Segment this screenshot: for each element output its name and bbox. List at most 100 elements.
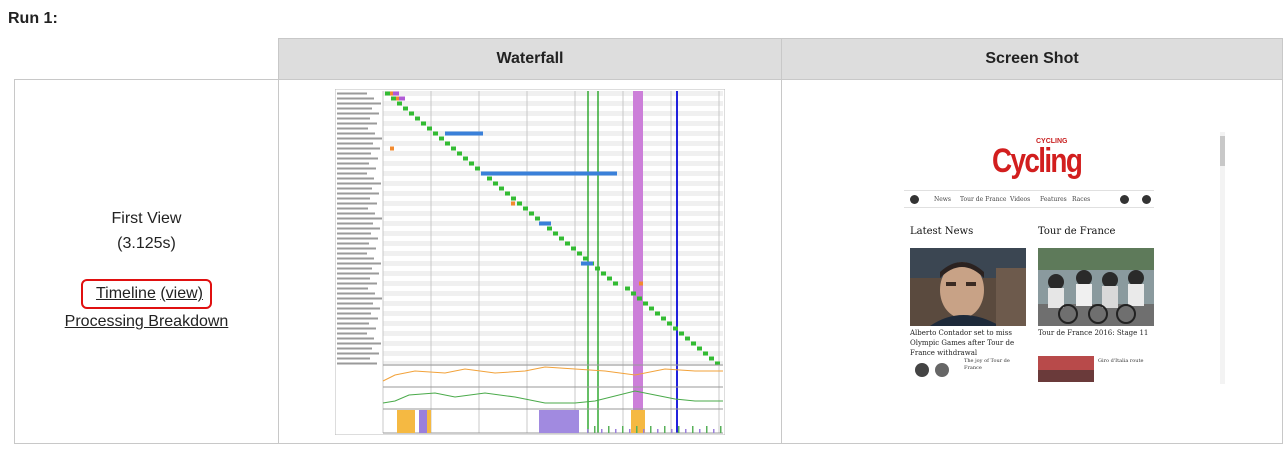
waterfall-row [383,190,723,196]
request-ttfb [523,206,528,210]
request-label [337,117,370,119]
request-label [337,327,376,329]
request-label [337,212,375,214]
request-download [581,261,593,265]
request-ttfb [703,351,708,355]
latest-news-caption: Alberto Contador set to miss Olympic Gam… [910,329,1015,357]
request-ttfb [385,91,390,95]
nav-item: Tour de France [960,196,1007,203]
screenshot-scrollbar[interactable] [1220,132,1225,384]
scrollbar-thumb[interactable] [1220,136,1225,166]
cpu-utilization-line [382,365,723,381]
bandwidth-line [382,389,723,403]
waterfall-row [383,295,723,301]
waterfall-row [383,195,723,201]
request-label [337,182,381,184]
request-ttfb [643,301,648,305]
waterfall-row [383,325,723,331]
nav-item: News [934,196,952,203]
timeline-highlight: Timeline (view) [80,279,212,309]
request-label [337,262,381,264]
logo-text: Cycling [992,142,1083,180]
waterfall-row [383,145,723,151]
timeline-link[interactable]: Timeline [95,285,156,302]
request-ttfb [493,181,498,185]
request-ttfb [667,321,672,325]
run-title: Run 1: [8,10,58,27]
request-ssl [399,96,405,100]
main-thread-tick [664,425,666,433]
request-label [337,307,380,309]
main-thread-block [397,409,415,433]
blank-header-cell [14,38,279,80]
request-label [337,277,370,279]
waterfall-row [383,255,723,261]
nav-item: Features [1040,196,1067,203]
request-label [337,287,368,289]
waterfall-cell [278,79,782,444]
request-ttfb [469,161,474,165]
timeline-view-link[interactable]: (view) [160,285,203,302]
request-ttfb [439,136,444,140]
mini-item-2: Giro d'Italia route [1098,358,1144,364]
waterfall-row [383,335,723,341]
nav-item: Races [1072,196,1091,203]
request-ttfb [679,331,684,335]
waterfall-row [383,115,723,121]
waterfall-row [383,215,723,221]
user-icon [1142,195,1151,204]
screenshot-cell: CYCLING Cycling News Tour de France Vide… [781,79,1283,444]
main-thread-tick [720,425,722,433]
request-download [445,131,483,135]
request-ttfb [421,121,426,125]
request-label [337,252,367,254]
waterfall-row [383,150,723,156]
request-ttfb [553,231,558,235]
request-ttfb [715,361,720,365]
request-ttfb [511,196,516,200]
request-label [337,267,372,269]
request-label [337,337,374,339]
peloton-photo [1038,248,1154,326]
main-thread-tick [650,425,652,433]
waterfall-row [383,140,723,146]
processing-breakdown-link[interactable]: Processing Breakdown [64,313,229,330]
main-thread-block [419,409,427,433]
request-label [337,142,373,144]
request-connect [389,91,393,95]
request-label [337,107,372,109]
request-label [337,197,370,199]
request-ttfb [397,101,402,105]
request-label [337,147,380,149]
waterfall-row [383,240,723,246]
tour-caption: Tour de France 2016: Stage 11 [1038,329,1149,337]
request-ttfb [571,246,576,250]
request-label [337,247,376,249]
waterfall-row [383,350,723,356]
request-ttfb [499,186,504,190]
request-ttfb [649,306,654,310]
request-ttfb [577,251,582,255]
request-ttfb [625,286,630,290]
request-label [337,302,373,304]
request-ttfb [601,271,606,275]
request-ttfb [475,166,480,170]
menu-icon [910,195,919,204]
request-ttfb [661,316,666,320]
request-ttfb [637,296,642,300]
request-label [337,97,374,99]
first-view-time: (3.125s) [117,235,176,252]
mini-item-1: The joy of Tour de France [964,358,1010,371]
waterfall-chart[interactable] [334,88,726,435]
waterfall-row [383,125,723,131]
request-label [337,137,382,139]
main-thread-tick [699,428,701,433]
waterfall-row [383,135,723,141]
screenshot-thumbnail[interactable]: CYCLING Cycling News Tour de France Vide… [904,132,1229,384]
request-label [337,102,381,104]
logo-small-text: CYCLING [1036,138,1068,145]
request-label [337,222,373,224]
request-ttfb [427,126,432,130]
waterfall-row [383,205,723,211]
waterfall-row [383,185,723,191]
